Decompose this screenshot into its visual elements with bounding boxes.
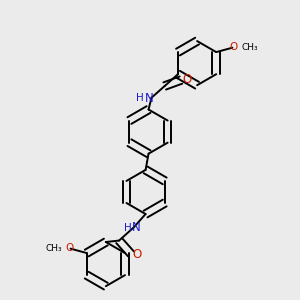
Text: O: O [183, 73, 192, 86]
Text: H: H [124, 223, 131, 233]
Text: H: H [136, 93, 144, 103]
Text: O: O [230, 42, 238, 52]
Text: N: N [145, 92, 154, 105]
Text: CH₃: CH₃ [45, 244, 62, 253]
Text: O: O [65, 243, 74, 253]
Text: N: N [132, 221, 141, 234]
Text: CH₃: CH₃ [242, 43, 259, 52]
Text: O: O [133, 248, 142, 261]
